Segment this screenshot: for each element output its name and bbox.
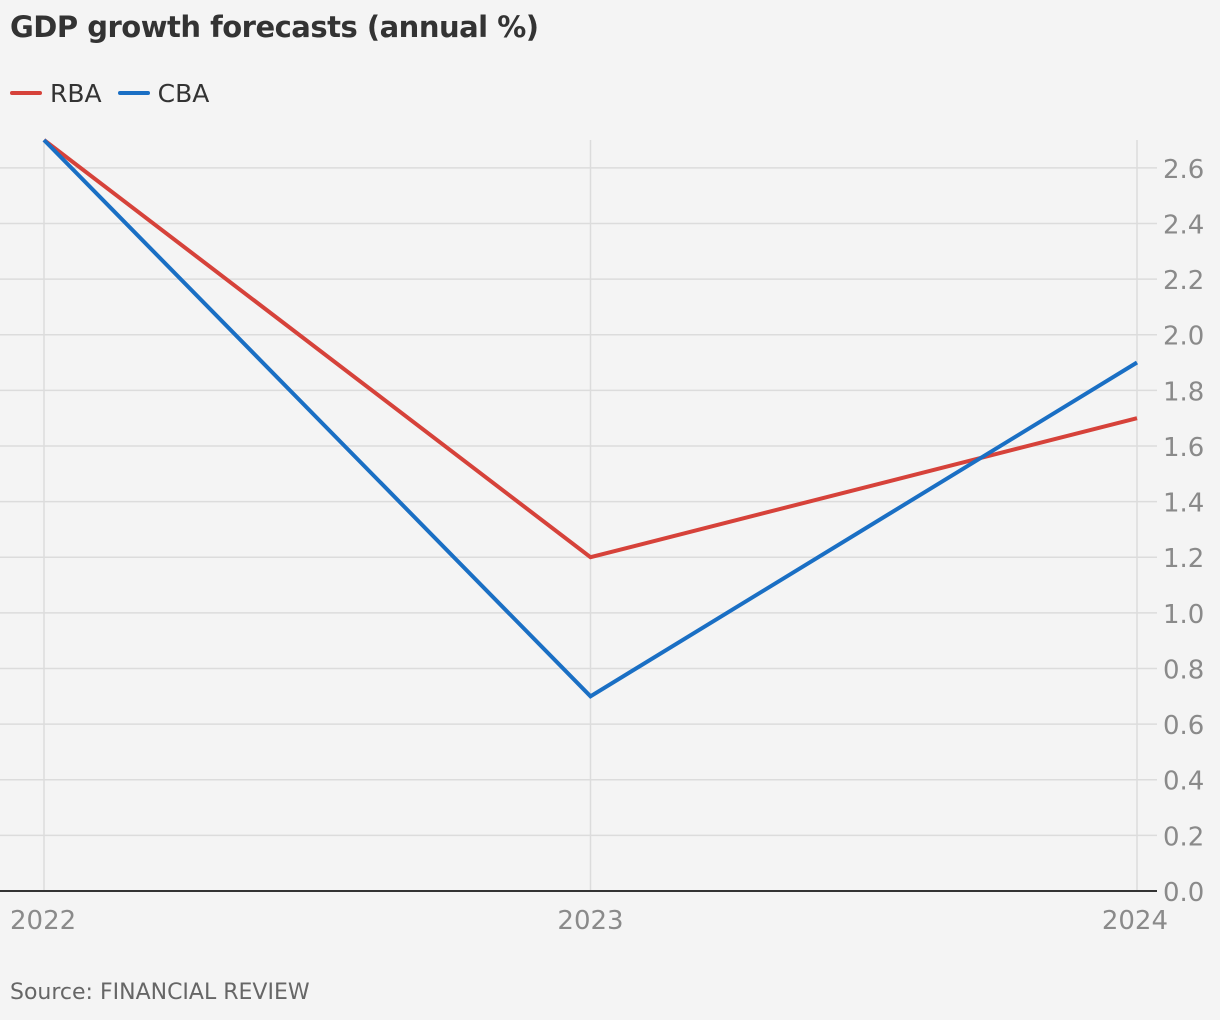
x-tick-label: 2023 [557, 906, 623, 936]
y-tick-label: 0.0 [1163, 878, 1204, 908]
legend-swatch-cba [117, 91, 150, 95]
chart-legend: RBA CBA [10, 76, 209, 110]
y-tick-label: 1.8 [1163, 377, 1204, 407]
y-tick-label: 2.4 [1163, 210, 1204, 240]
y-tick-label: 1.6 [1163, 433, 1204, 463]
legend-item-cba: CBA [117, 78, 210, 108]
y-tick-label: 2.6 [1163, 155, 1204, 185]
y-tick-label: 0.4 [1163, 767, 1204, 797]
y-tick-label: 0.6 [1163, 711, 1204, 741]
y-tick-label: 2.0 [1163, 322, 1204, 352]
y-tick-label: 1.4 [1163, 489, 1204, 519]
x-tick-label: 2024 [1102, 906, 1168, 936]
y-tick-label: 0.2 [1163, 822, 1204, 852]
x-tick-label: 2022 [10, 906, 76, 936]
y-tick-label: 2.2 [1163, 266, 1204, 296]
legend-label-cba: CBA [157, 78, 210, 108]
series-line-cba [42, 138, 1139, 699]
legend-item-rba: RBA [10, 79, 102, 108]
source-note: Source: FINANCIAL REVIEW [10, 980, 310, 1005]
y-tick-label: 1.0 [1163, 600, 1204, 630]
axis-layer: 0.0 0.2 0.4 0.6 0.8 1.0 1.2 1.4 1.6 1.8 2.0 2.2 2.4 2… [0, 155, 1204, 936]
y-tick-label: 0.8 [1163, 655, 1204, 685]
legend-label-rba: RBA [50, 78, 102, 108]
y-tick-label: 1.2 [1163, 544, 1204, 574]
series-layer [42, 138, 1139, 699]
grid-layer [0, 140, 1157, 891]
chart-title: GDP growth forecasts (annual %) [10, 10, 539, 44]
legend-swatch-rba [10, 91, 42, 95]
series-line-rba [42, 138, 1138, 560]
